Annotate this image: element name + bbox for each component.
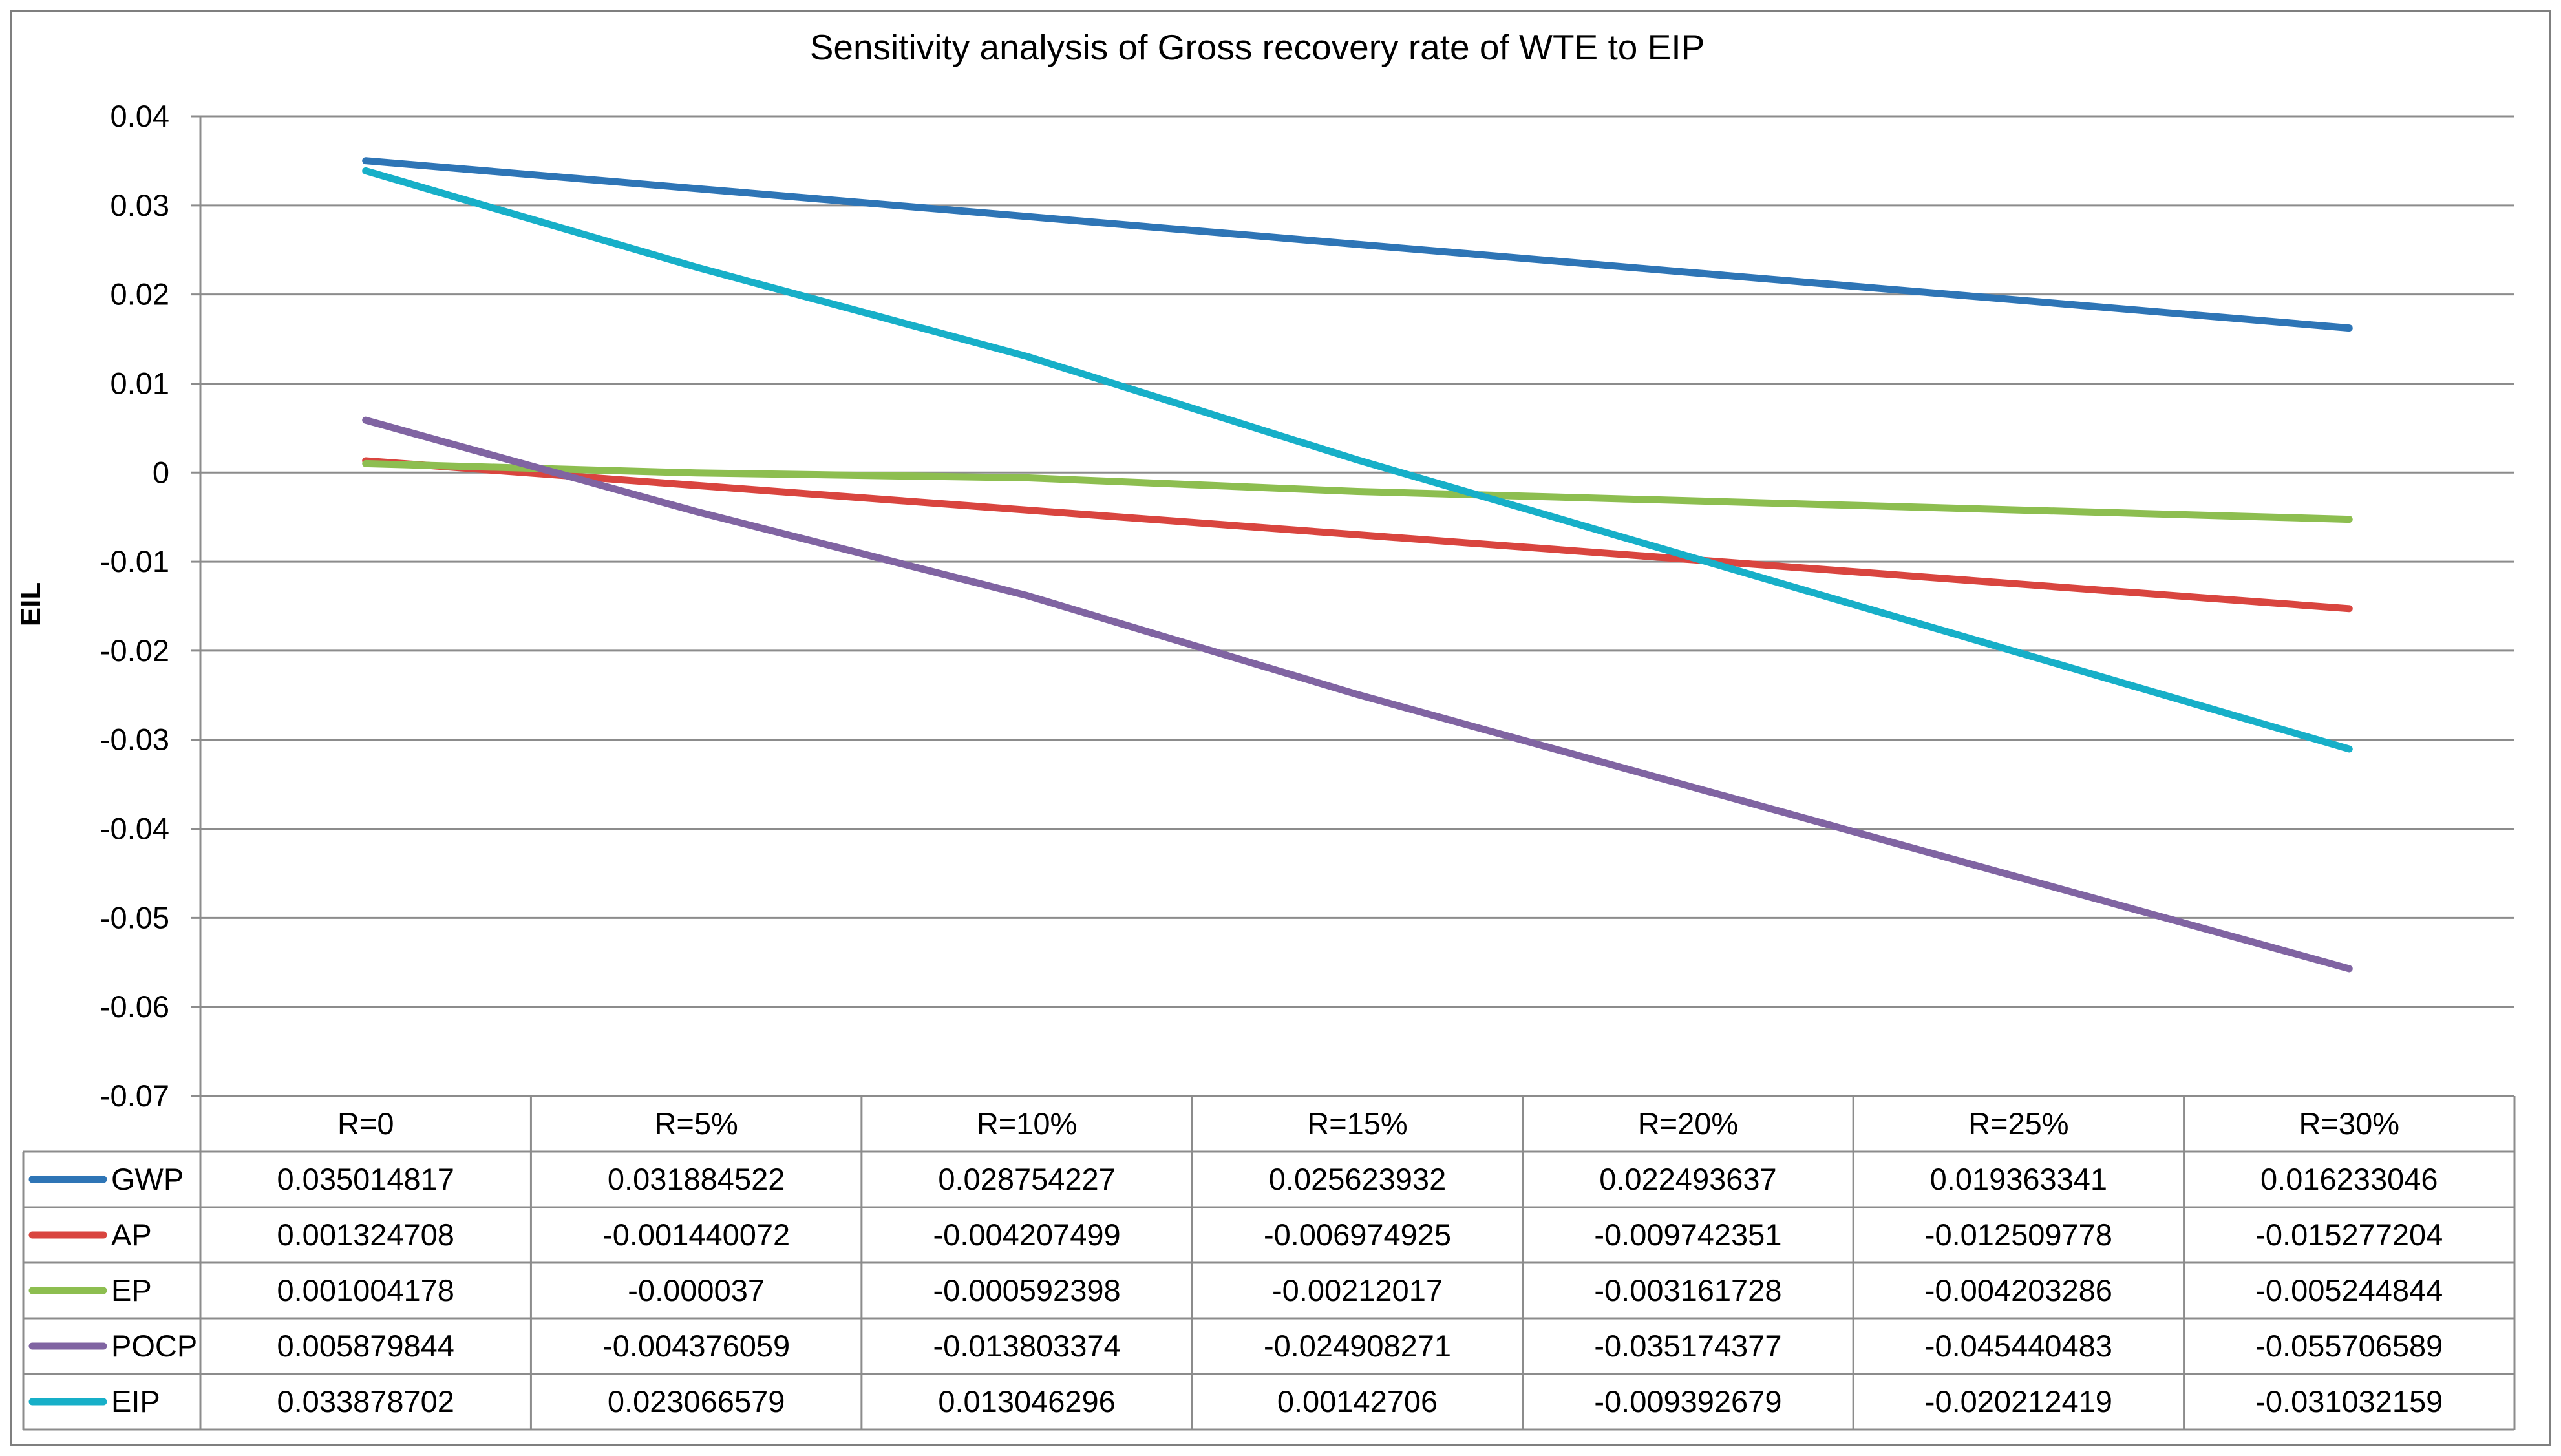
table-header-cell: R=5% <box>654 1106 738 1141</box>
table-header-cell: R=25% <box>1968 1106 2068 1141</box>
table-cell: -0.005244844 <box>2255 1273 2443 1307</box>
y-tick-label: -0.02 <box>100 633 169 668</box>
table-cell: 0.023066579 <box>608 1384 785 1419</box>
data-table: R=0 R=5% R=10% R=15% R=20% R=25% R=30% GWP 0.035… <box>22 1096 2516 1431</box>
table-cell: 0.005879844 <box>277 1329 454 1363</box>
table-cell: -0.024908271 <box>1264 1329 1451 1363</box>
table-cell: 0.013046296 <box>938 1384 1115 1419</box>
table-cell: -0.012509778 <box>1925 1218 2112 1252</box>
table-cell: -0.009392679 <box>1594 1384 1781 1419</box>
y-tick-label: -0.07 <box>100 1079 169 1113</box>
y-tick-label: 0.02 <box>111 277 169 311</box>
table-cell: -0.020212419 <box>1925 1384 2112 1419</box>
y-tick-label: 0 <box>153 455 169 489</box>
table-cell: 0.022493637 <box>1599 1162 1776 1196</box>
table-cell: -0.004203286 <box>1925 1273 2112 1307</box>
table-header-cell: R=30% <box>2299 1106 2399 1141</box>
legend-label: POCP <box>111 1329 197 1363</box>
gridlines <box>191 115 2514 1097</box>
table-cell: -0.004376059 <box>602 1329 790 1363</box>
table-cell: -0.045440483 <box>1925 1329 2112 1363</box>
table-cell: -0.013803374 <box>933 1329 1121 1363</box>
table-cell: 0.001324708 <box>277 1218 454 1252</box>
table-cell: 0.035014817 <box>277 1162 454 1196</box>
table-cell: -0.000592398 <box>933 1273 1121 1307</box>
table-header-cell: R=0 <box>337 1106 394 1141</box>
series-line-gwp <box>362 157 2353 332</box>
table-cell: -0.055706589 <box>2255 1329 2443 1363</box>
legend-label: AP <box>111 1218 152 1252</box>
table-cell: 0.033878702 <box>277 1384 454 1419</box>
y-axis-title: EIL <box>15 582 47 626</box>
y-tick-label: -0.04 <box>100 812 169 846</box>
y-tick-label: -0.03 <box>100 723 169 757</box>
legend-label: EIP <box>111 1384 160 1419</box>
table-cell: 0.025623932 <box>1269 1162 1446 1196</box>
table-cell: -0.00212017 <box>1272 1273 1443 1307</box>
chart-title: Sensitivity analysis of Gross recovery r… <box>810 27 1705 67</box>
table-cell: -0.009742351 <box>1594 1218 1781 1252</box>
legend-label: GWP <box>111 1162 184 1196</box>
table-cell: -0.035174377 <box>1594 1329 1781 1363</box>
table-cell: 0.028754227 <box>938 1162 1115 1196</box>
series-line-pocp <box>362 416 2353 973</box>
table-cell: -0.001440072 <box>602 1218 790 1252</box>
table-cell: -0.004207499 <box>933 1218 1121 1252</box>
table-cell: -0.006974925 <box>1264 1218 1451 1252</box>
table-cell: -0.003161728 <box>1594 1273 1781 1307</box>
y-tick-label: 0.01 <box>111 366 169 400</box>
table-cell: 0.019363341 <box>1930 1162 2107 1196</box>
table-cell: -0.000037 <box>628 1273 765 1307</box>
series-line-ap <box>362 457 2353 613</box>
legend-label: EP <box>111 1273 152 1307</box>
y-axis-ticks: 0.04 0.03 0.02 0.01 0 -0.01 -0.02 -0.03 -0.04 -0.… <box>100 99 169 1113</box>
series-line-ep <box>362 459 2353 523</box>
table-cell: 0.00142706 <box>1277 1384 1438 1419</box>
series-lines <box>362 157 2353 973</box>
series-line-eip <box>362 167 2353 753</box>
table-cell: 0.031884522 <box>608 1162 785 1196</box>
table-cell: -0.015277204 <box>2255 1218 2443 1252</box>
y-tick-label: 0.04 <box>111 99 169 133</box>
table-cell: -0.031032159 <box>2255 1384 2443 1419</box>
table-cell: 0.001004178 <box>277 1273 454 1307</box>
y-tick-label: -0.05 <box>100 900 169 934</box>
table-cell: 0.016233046 <box>2260 1162 2438 1196</box>
y-tick-label: -0.01 <box>100 544 169 578</box>
table-header-cell: R=20% <box>1638 1106 1738 1141</box>
y-tick-label: 0.03 <box>111 188 169 222</box>
y-tick-label: -0.06 <box>100 989 169 1024</box>
table-header-cell: R=10% <box>977 1106 1077 1141</box>
table-header-cell: R=15% <box>1307 1106 1407 1141</box>
